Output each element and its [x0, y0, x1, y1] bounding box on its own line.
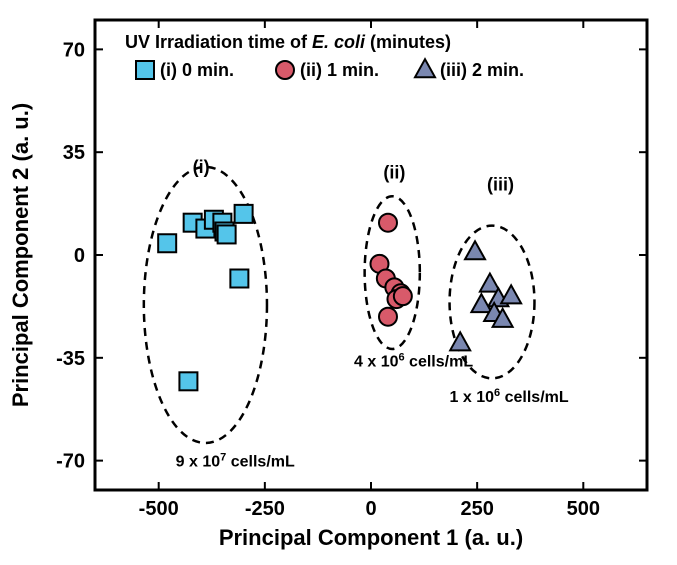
- y-tick-label: -70: [56, 451, 85, 473]
- cluster-density-label: 4 x 106 cells/mL: [354, 352, 473, 371]
- square-marker: [158, 234, 176, 252]
- x-tick-label: 250: [460, 498, 493, 520]
- y-tick-label: 70: [63, 39, 85, 61]
- circle-marker: [276, 61, 294, 79]
- x-tick-label: 500: [567, 498, 600, 520]
- circle-marker: [394, 287, 412, 305]
- circle-marker: [379, 214, 397, 232]
- y-tick-label: 0: [74, 245, 85, 267]
- square-marker: [136, 61, 154, 79]
- square-marker: [179, 372, 197, 390]
- legend-title: UV Irradiation time of E. coli (minutes): [125, 32, 451, 52]
- x-tick-label: 0: [365, 498, 376, 520]
- chart-bg: [0, 0, 677, 565]
- chart-svg: -500 -250 0 250 500 -70 -35 0 35 70 Principal Comp…: [0, 0, 677, 565]
- cluster-id-label: (iii): [487, 174, 514, 194]
- y-tick-label: 35: [63, 142, 85, 164]
- legend-item: (i) 0 min.: [136, 60, 234, 80]
- x-tick-label: -250: [245, 498, 285, 520]
- cluster-density-label: 1 x 106 cells/mL: [450, 387, 569, 406]
- legend-item-label: (i) 0 min.: [160, 60, 234, 80]
- x-tick-label: -500: [139, 498, 179, 520]
- y-tick-label: -35: [56, 348, 85, 370]
- legend-item-label: (ii) 1 min.: [300, 60, 379, 80]
- legend-item-label: (iii) 2 min.: [440, 60, 524, 80]
- cluster-density-label: 9 x 107 cells/mL: [176, 452, 295, 471]
- legend-item: (ii) 1 min.: [276, 60, 379, 80]
- square-marker: [230, 270, 248, 288]
- scatter-chart: -500 -250 0 250 500 -70 -35 0 35 70 Principal Comp…: [0, 0, 677, 565]
- y-axis-title: Principal Component 2 (a. u.): [8, 103, 33, 407]
- cluster-id-label: (ii): [383, 163, 405, 183]
- cluster-id-label: (i): [193, 157, 210, 177]
- square-marker: [235, 205, 253, 223]
- x-axis-title: Principal Component 1 (a. u.): [219, 525, 523, 550]
- square-marker: [218, 225, 236, 243]
- circle-marker: [379, 308, 397, 326]
